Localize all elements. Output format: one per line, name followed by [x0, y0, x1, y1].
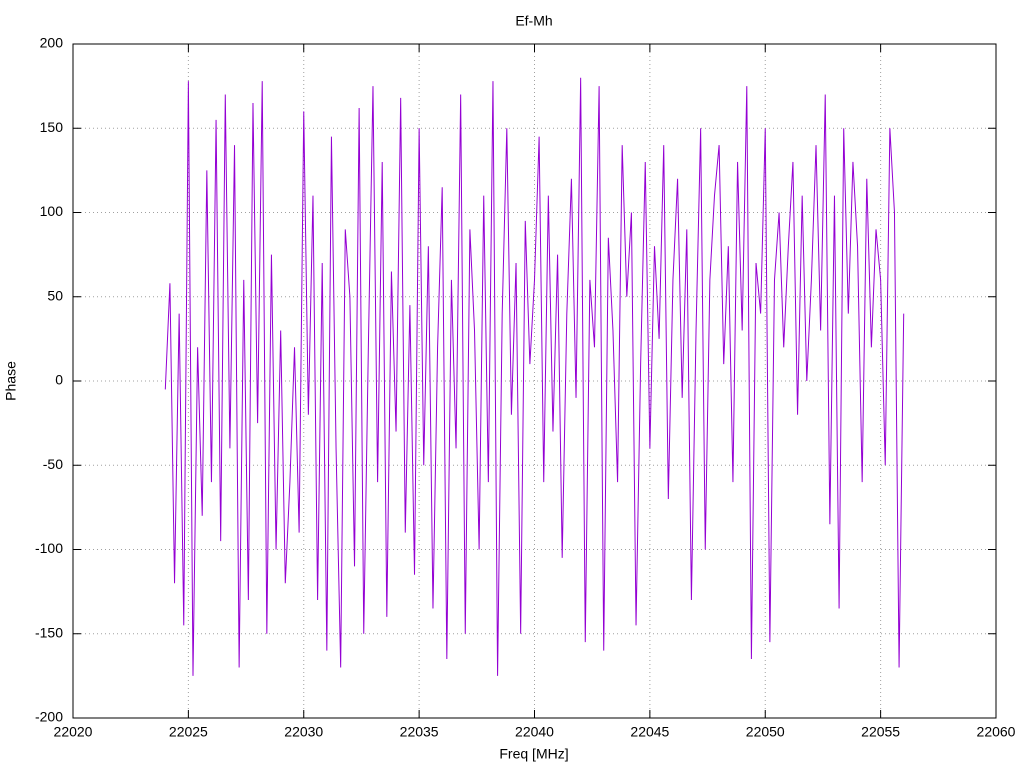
- y-tick-label: 50: [47, 287, 63, 303]
- x-axis-label: Freq [MHz]: [499, 746, 568, 762]
- y-tick-label: 200: [40, 35, 64, 51]
- chart-title: Ef-Mh: [515, 13, 552, 29]
- y-tick-label: 150: [40, 119, 64, 135]
- y-tick-label: -200: [35, 709, 63, 725]
- y-tick-label: 100: [40, 203, 64, 219]
- plot-border: [72, 43, 997, 719]
- x-tick-label: 22055: [861, 724, 900, 740]
- x-tick-label: 22040: [515, 724, 554, 740]
- x-tick-label: 22035: [400, 724, 439, 740]
- y-tick-label: 0: [55, 372, 63, 388]
- x-tick-label: 22020: [54, 724, 93, 740]
- data-line: [164, 77, 905, 676]
- x-tick-label: 22025: [169, 724, 208, 740]
- x-tick-label: 22060: [977, 724, 1016, 740]
- y-axis-label: Phase: [3, 361, 19, 401]
- y-tick-label: -100: [35, 540, 63, 556]
- x-tick-label: 22050: [746, 724, 785, 740]
- y-tick-label: -50: [43, 456, 63, 472]
- y-tick-label: -150: [35, 624, 63, 640]
- x-tick-label: 22045: [630, 724, 669, 740]
- x-tick-label: 22030: [284, 724, 323, 740]
